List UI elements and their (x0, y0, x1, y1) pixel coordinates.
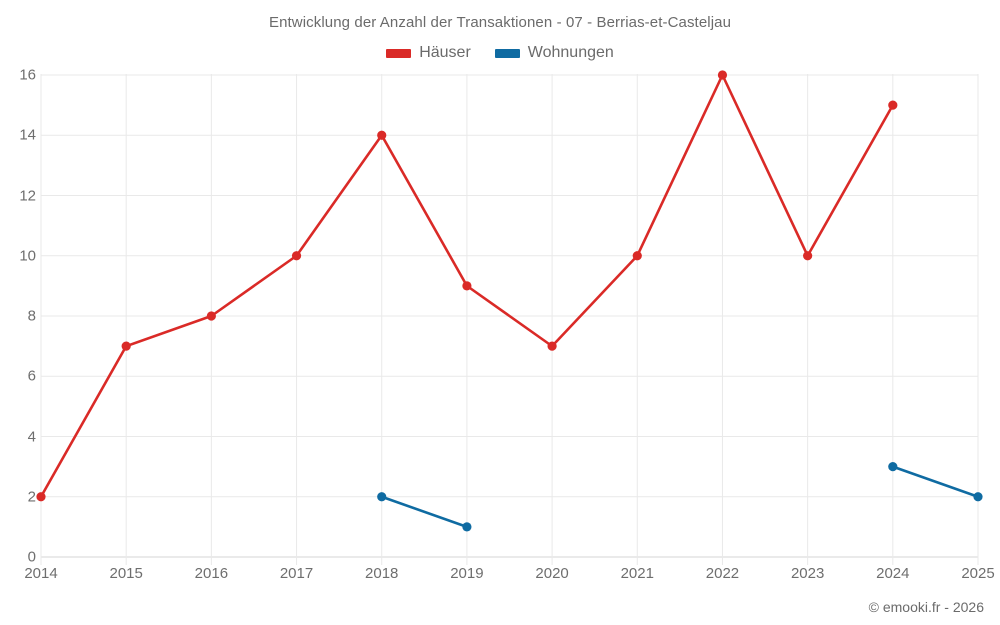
y-tick-label: 14 (19, 126, 36, 144)
x-tick-label: 2022 (705, 565, 740, 582)
legend-label-wohnungen: Wohnungen (527, 44, 614, 61)
series-lines (39, 73, 980, 529)
x-tick-label: 2020 (535, 565, 569, 582)
x-tick-label: 2025 (961, 565, 995, 582)
data-point[interactable] (206, 311, 216, 321)
data-point[interactable] (632, 251, 642, 261)
y-tick-label: 6 (27, 367, 36, 385)
x-tick-label: 2019 (450, 565, 484, 582)
y-tick-label: 4 (27, 428, 36, 445)
data-point[interactable] (462, 281, 472, 291)
data-point[interactable] (888, 100, 898, 110)
legend-swatch-wohnungen (494, 48, 520, 58)
legend-item-wohnungen[interactable]: Wohnungen (494, 44, 614, 62)
series-line-1 (380, 495, 469, 529)
y-tick-label: 2 (27, 488, 36, 506)
y-tick-label: 12 (19, 187, 36, 204)
data-point[interactable] (36, 492, 46, 502)
data-point[interactable] (717, 70, 728, 80)
series-markers (36, 70, 983, 532)
data-point[interactable] (973, 492, 983, 502)
x-tick-label: 2018 (365, 565, 399, 582)
x-gridlines (40, 74, 979, 565)
x-tick-label: 2023 (790, 565, 825, 582)
x-tick-label: 2017 (279, 565, 314, 582)
data-point[interactable] (888, 462, 898, 472)
series-line-1 (891, 465, 980, 499)
legend-label-hauser: Häuser (419, 44, 471, 61)
data-point[interactable] (377, 130, 387, 140)
y-tick-label: 16 (19, 66, 36, 84)
y-tick-label: 10 (19, 247, 36, 265)
legend-item-hauser[interactable]: Häuser (386, 44, 471, 62)
chart-legend: Häuser Wohnungen (0, 44, 1000, 62)
x-tick-label: 2014 (24, 565, 58, 582)
data-point[interactable] (547, 341, 557, 351)
data-point[interactable] (803, 251, 813, 261)
y-tick-label: 0 (27, 548, 36, 566)
legend-swatch-hauser (386, 48, 412, 58)
x-tick-label: 2015 (109, 565, 143, 582)
data-point[interactable] (462, 522, 472, 532)
data-point[interactable] (121, 341, 131, 351)
footer-copyright: © emooki.fr - 2026 (868, 599, 984, 615)
chart-title: Entwicklung der Anzahl der Transaktionen… (268, 14, 732, 31)
data-point[interactable] (377, 492, 387, 502)
x-tick-label: 2021 (620, 565, 654, 582)
x-tick-label: 2016 (194, 565, 229, 582)
x-tick-label: 2024 (876, 565, 910, 582)
data-point[interactable] (291, 251, 302, 261)
y-tick-label: 8 (27, 307, 36, 325)
